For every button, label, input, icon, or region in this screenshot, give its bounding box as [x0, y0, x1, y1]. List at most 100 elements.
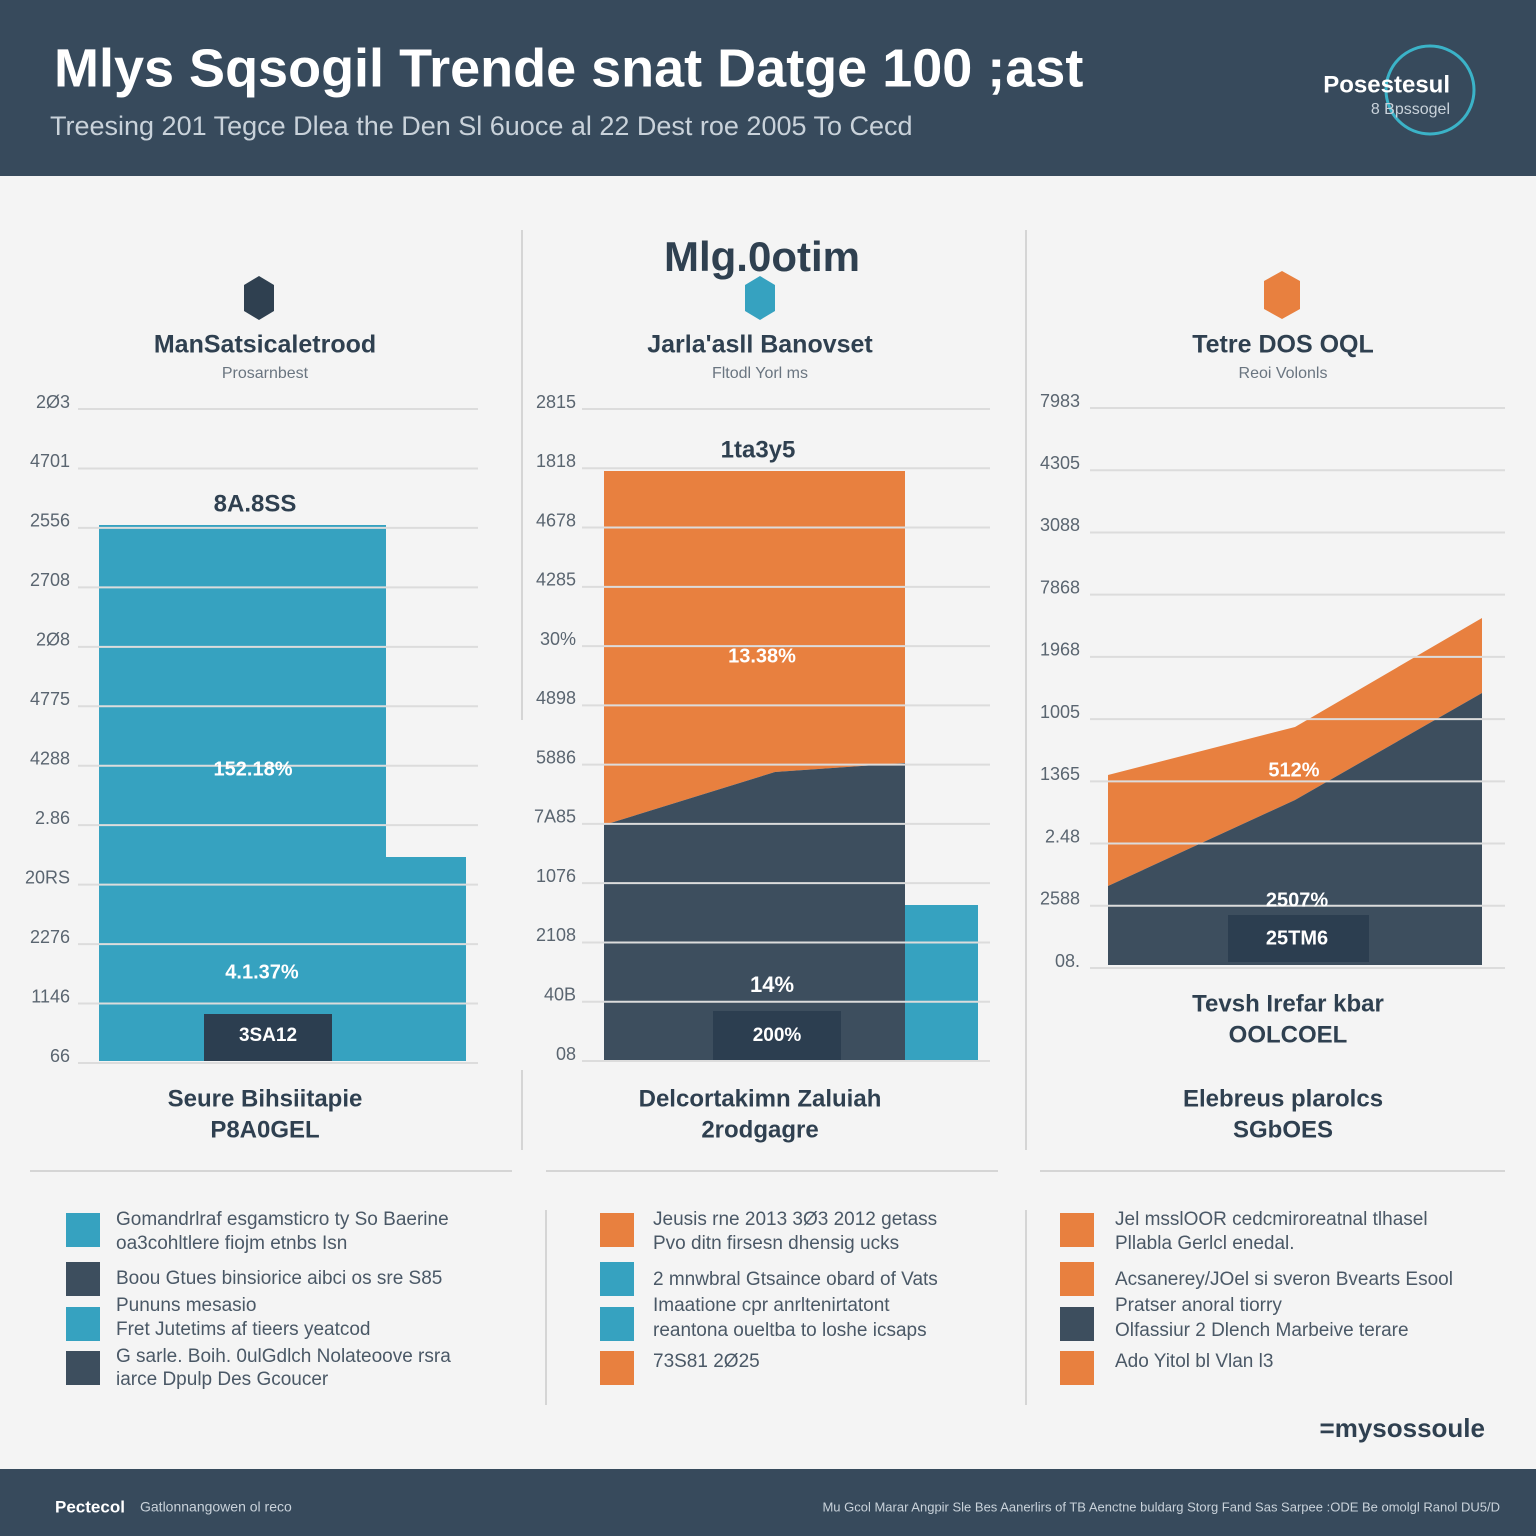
legend-text: oa3cohltlere fiojm etnbs Isn [116, 1233, 347, 1254]
panel-note: OOLCOEL [1229, 1021, 1348, 1048]
legend-swatch [66, 1307, 100, 1341]
legend-text: G sarle. Boih. 0ulGdlch Nolateoove rsra [116, 1346, 451, 1367]
logo-sub: 8 Bpssogel [1371, 101, 1450, 118]
legend-swatch [600, 1307, 634, 1341]
tick-label: 1005 [1040, 702, 1080, 722]
chart-label: 13.38% [728, 645, 796, 667]
tick-label: 2708 [30, 570, 70, 590]
tick-label: 3088 [1040, 515, 1080, 535]
bar [905, 905, 978, 1061]
logo: Posestesul [1323, 71, 1450, 98]
legend-swatch [66, 1213, 100, 1247]
tick-label: 2588 [1040, 889, 1080, 909]
legend-text: Acsanerey/JOel si sveron Bvearts Esool [1115, 1269, 1453, 1290]
tick-label: 1146 [31, 986, 70, 1006]
tick-label: 7868 [1040, 577, 1080, 597]
tick-label: 30% [540, 629, 576, 649]
panel-footer: P8A0GEL [210, 1116, 319, 1143]
legend-text: Jeusis rne 2013 3Ø3 2012 getass [653, 1209, 937, 1230]
chart-label: 1ta3y5 [721, 436, 796, 463]
chart-label: 512% [1268, 759, 1319, 781]
logo-ring [1384, 44, 1476, 136]
chart-label: 25TM6 [1266, 927, 1328, 949]
center-heading: Mlg.0otim [664, 233, 860, 280]
tick-label: 4285 [536, 570, 576, 590]
tick-label: 4898 [536, 688, 576, 708]
legend-text: Jel msslOOR cedcmiroreatnal tlhasel [1115, 1209, 1428, 1230]
area [1108, 693, 1482, 965]
icon [1264, 271, 1300, 319]
panel-footer: SGbOES [1233, 1116, 1333, 1143]
panel-subtitle: Prosarnbest [222, 365, 309, 382]
tick-label: 7A85 [534, 807, 576, 827]
tick-label: 20RS [25, 867, 70, 887]
footer-brand: Pectecol [55, 1497, 125, 1516]
panel-note: Tevsh Irefar kbar [1192, 990, 1384, 1017]
tick-label: 5886 [536, 747, 576, 767]
tick-label: 2276 [30, 927, 70, 947]
subtitle: Treesing 201 Tegce Dlea the Den Sl 6uoce… [50, 111, 913, 141]
tick-label: 1076 [536, 866, 576, 886]
chart-label: 200% [753, 1025, 802, 1046]
legend-text: Imaatione cpr anrltenirtatont [653, 1295, 890, 1316]
tick-label: 4305 [1040, 453, 1080, 473]
legend-text: Pununs mesasio [116, 1295, 256, 1316]
legend-swatch [1060, 1307, 1094, 1341]
legend-swatch [600, 1351, 634, 1385]
panel-footer: Seure Bihsiitapie [168, 1085, 363, 1112]
label-box [204, 1014, 332, 1061]
legend-swatch [66, 1351, 100, 1385]
bar [386, 857, 466, 1061]
panel-subtitle: Reoi Volonls [1239, 365, 1328, 382]
area [604, 763, 905, 1061]
tick-label: 2556 [30, 511, 70, 531]
chart-label: 8A.8SS [214, 490, 297, 517]
tick-label: 40B [544, 984, 576, 1004]
chart-label: 14% [750, 972, 794, 997]
legend-text: reantona oueltba to loshe icsaps [653, 1320, 927, 1341]
legend-swatch [1060, 1213, 1094, 1247]
legend-text: 2 mnwbral Gtsaince obard of Vats [653, 1269, 938, 1290]
panel-title: ManSatsicaletrood [154, 331, 376, 359]
legend-swatch [600, 1262, 634, 1296]
panel-footer: 2rodgagre [701, 1116, 818, 1143]
legend-text: Pllabla Gerlcl enedal. [1115, 1233, 1295, 1254]
icon [244, 276, 274, 320]
footer-bar [0, 1469, 1536, 1536]
tick-label: 2.48 [1045, 826, 1080, 846]
tick-label: 08. [1055, 951, 1080, 971]
tick-label: 2.86 [35, 808, 70, 828]
tick-label: 4775 [30, 689, 70, 709]
panel-title: Jarla'asll Banovset [647, 331, 873, 359]
tick-label: 4678 [536, 510, 576, 530]
tick-label: 08 [556, 1044, 576, 1064]
chart-label: 4.1.37% [225, 961, 299, 983]
tick-label: 1818 [536, 451, 576, 471]
panel-footer: Elebreus plarolcs [1183, 1085, 1383, 1112]
legend-swatch [600, 1213, 634, 1247]
tick-label: 1968 [1040, 640, 1080, 660]
legend-text: Pratser anoral tiorry [1115, 1295, 1282, 1316]
tick-label: 66 [50, 1046, 70, 1066]
legend-text: Fret Jutetims af tieers yeatcod [116, 1319, 371, 1340]
chart-shapes [99, 271, 1482, 1061]
chart-label: 152.18% [214, 758, 293, 780]
footer-brand-sub: Gatlonnangowen ol reco [140, 1499, 292, 1515]
legend-text: Olfassiur 2 Dlench Marbeive terare [1115, 1320, 1409, 1341]
label-box [1228, 915, 1369, 962]
tick-label: 2815 [536, 392, 576, 412]
chart-label: 3SA12 [239, 1025, 297, 1046]
tick-label: 4701 [30, 451, 70, 471]
icon [745, 276, 775, 320]
signature: =mysossoule [1320, 1413, 1485, 1443]
bar [99, 525, 386, 1061]
tick-label: 2Ø8 [36, 630, 70, 650]
chart-label: 2507% [1266, 889, 1328, 911]
panel-title: Tetre DOS OQL [1192, 331, 1374, 359]
legend-text: Ado Yitol bl Vlan l3 [1115, 1351, 1273, 1372]
header-bar [0, 0, 1536, 176]
area [1108, 618, 1482, 886]
label-box [713, 1011, 841, 1061]
tick-label: 7983 [1040, 391, 1080, 411]
